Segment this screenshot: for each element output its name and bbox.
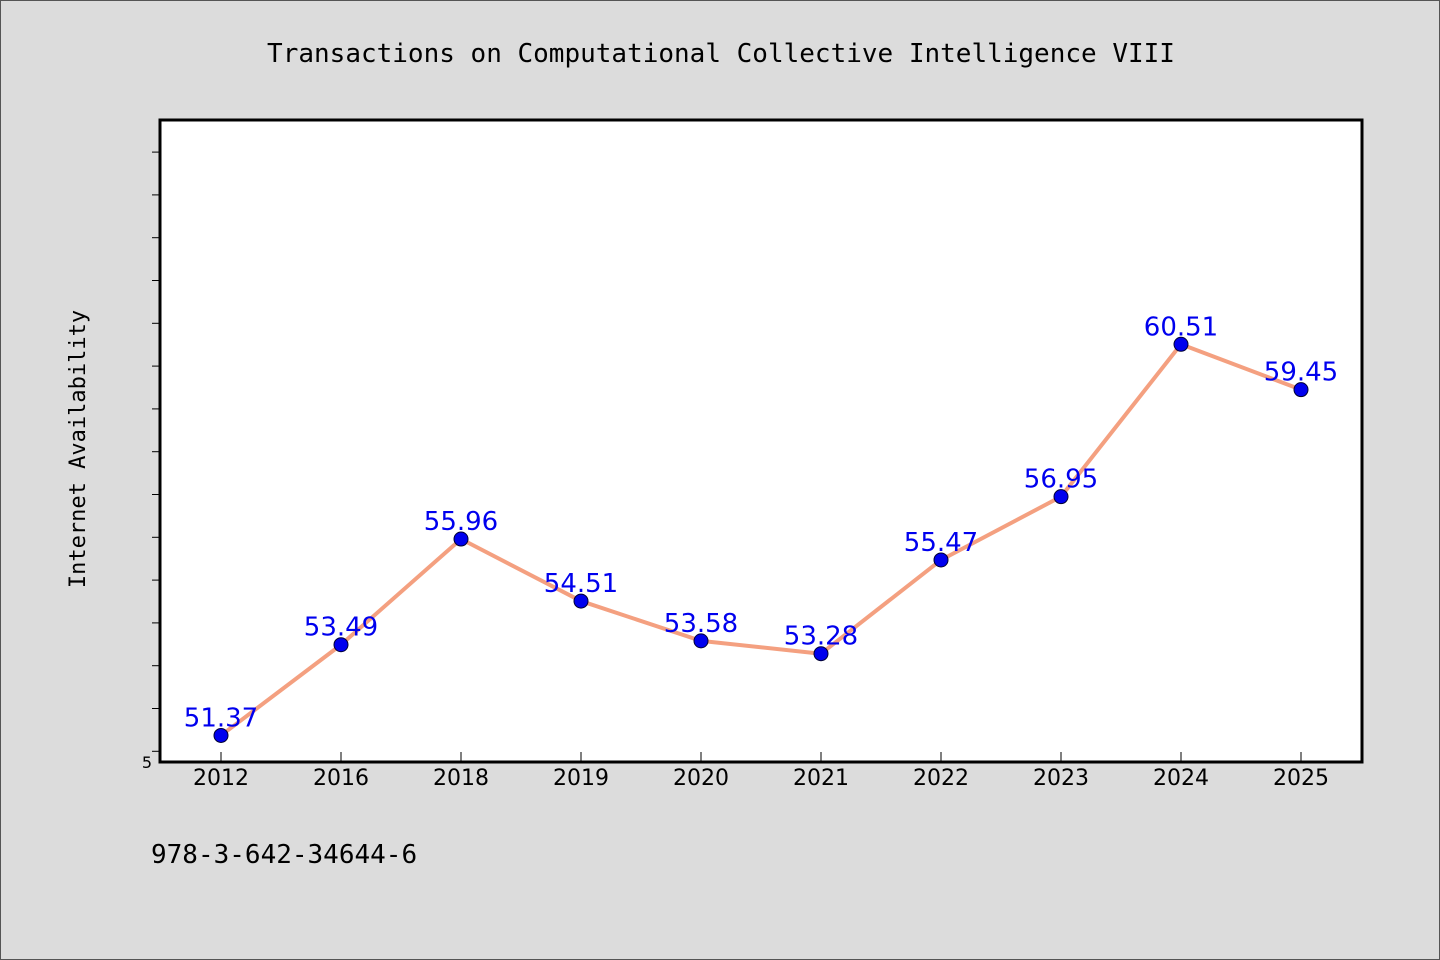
data-label: 53.28 <box>784 622 858 652</box>
data-label: 55.96 <box>424 507 498 537</box>
x-tick-label: 2024 <box>1153 766 1209 791</box>
x-axis-ticks: 2012 2016 2018 2019 2020 2021 2022 2023 2024 2025 <box>193 752 1329 791</box>
plot-area <box>158 118 1364 764</box>
data-label: 60.51 <box>1144 312 1218 342</box>
isbn-footer: 978-3-642-34644-6 <box>151 840 417 870</box>
data-label: 55.47 <box>904 528 978 558</box>
data-point <box>573 593 589 609</box>
data-point <box>213 727 229 743</box>
x-tick-label: 2023 <box>1033 766 1089 791</box>
data-label: 53.58 <box>664 609 738 639</box>
x-tick-label: 2025 <box>1273 766 1329 791</box>
data-points <box>213 336 1309 743</box>
x-tick-label: 2019 <box>553 766 609 791</box>
data-point <box>693 633 709 649</box>
data-labels: 51.37 53.49 55.96 54.51 53.58 53.28 55.47 56.95… <box>184 312 1338 733</box>
data-point <box>813 646 829 662</box>
data-point <box>1173 336 1189 352</box>
x-tick-label: 2016 <box>313 766 369 791</box>
series-line-group <box>219 342 1303 738</box>
data-point <box>1293 382 1309 398</box>
data-point <box>453 531 469 547</box>
data-label: 53.49 <box>304 613 378 643</box>
data-label: 59.45 <box>1264 358 1338 388</box>
data-label: 51.37 <box>184 703 258 733</box>
y-axis-ticks: 5 <box>142 151 160 772</box>
x-tick-label: 2012 <box>193 766 249 791</box>
chart-title: Transactions on Computational Collective… <box>267 39 1175 69</box>
y-tick-label: 5 <box>142 753 152 772</box>
data-label: 56.95 <box>1024 465 1098 495</box>
data-point <box>333 637 349 653</box>
series-line <box>219 342 1303 738</box>
x-tick-label: 2020 <box>673 766 729 791</box>
data-point <box>933 552 949 568</box>
data-point <box>1053 489 1069 505</box>
data-label: 54.51 <box>544 569 618 599</box>
x-tick-label: 2022 <box>913 766 969 791</box>
x-tick-label: 2018 <box>433 766 489 791</box>
y-axis-label: Internet Availability <box>66 310 91 588</box>
x-tick-label: 2021 <box>793 766 849 791</box>
